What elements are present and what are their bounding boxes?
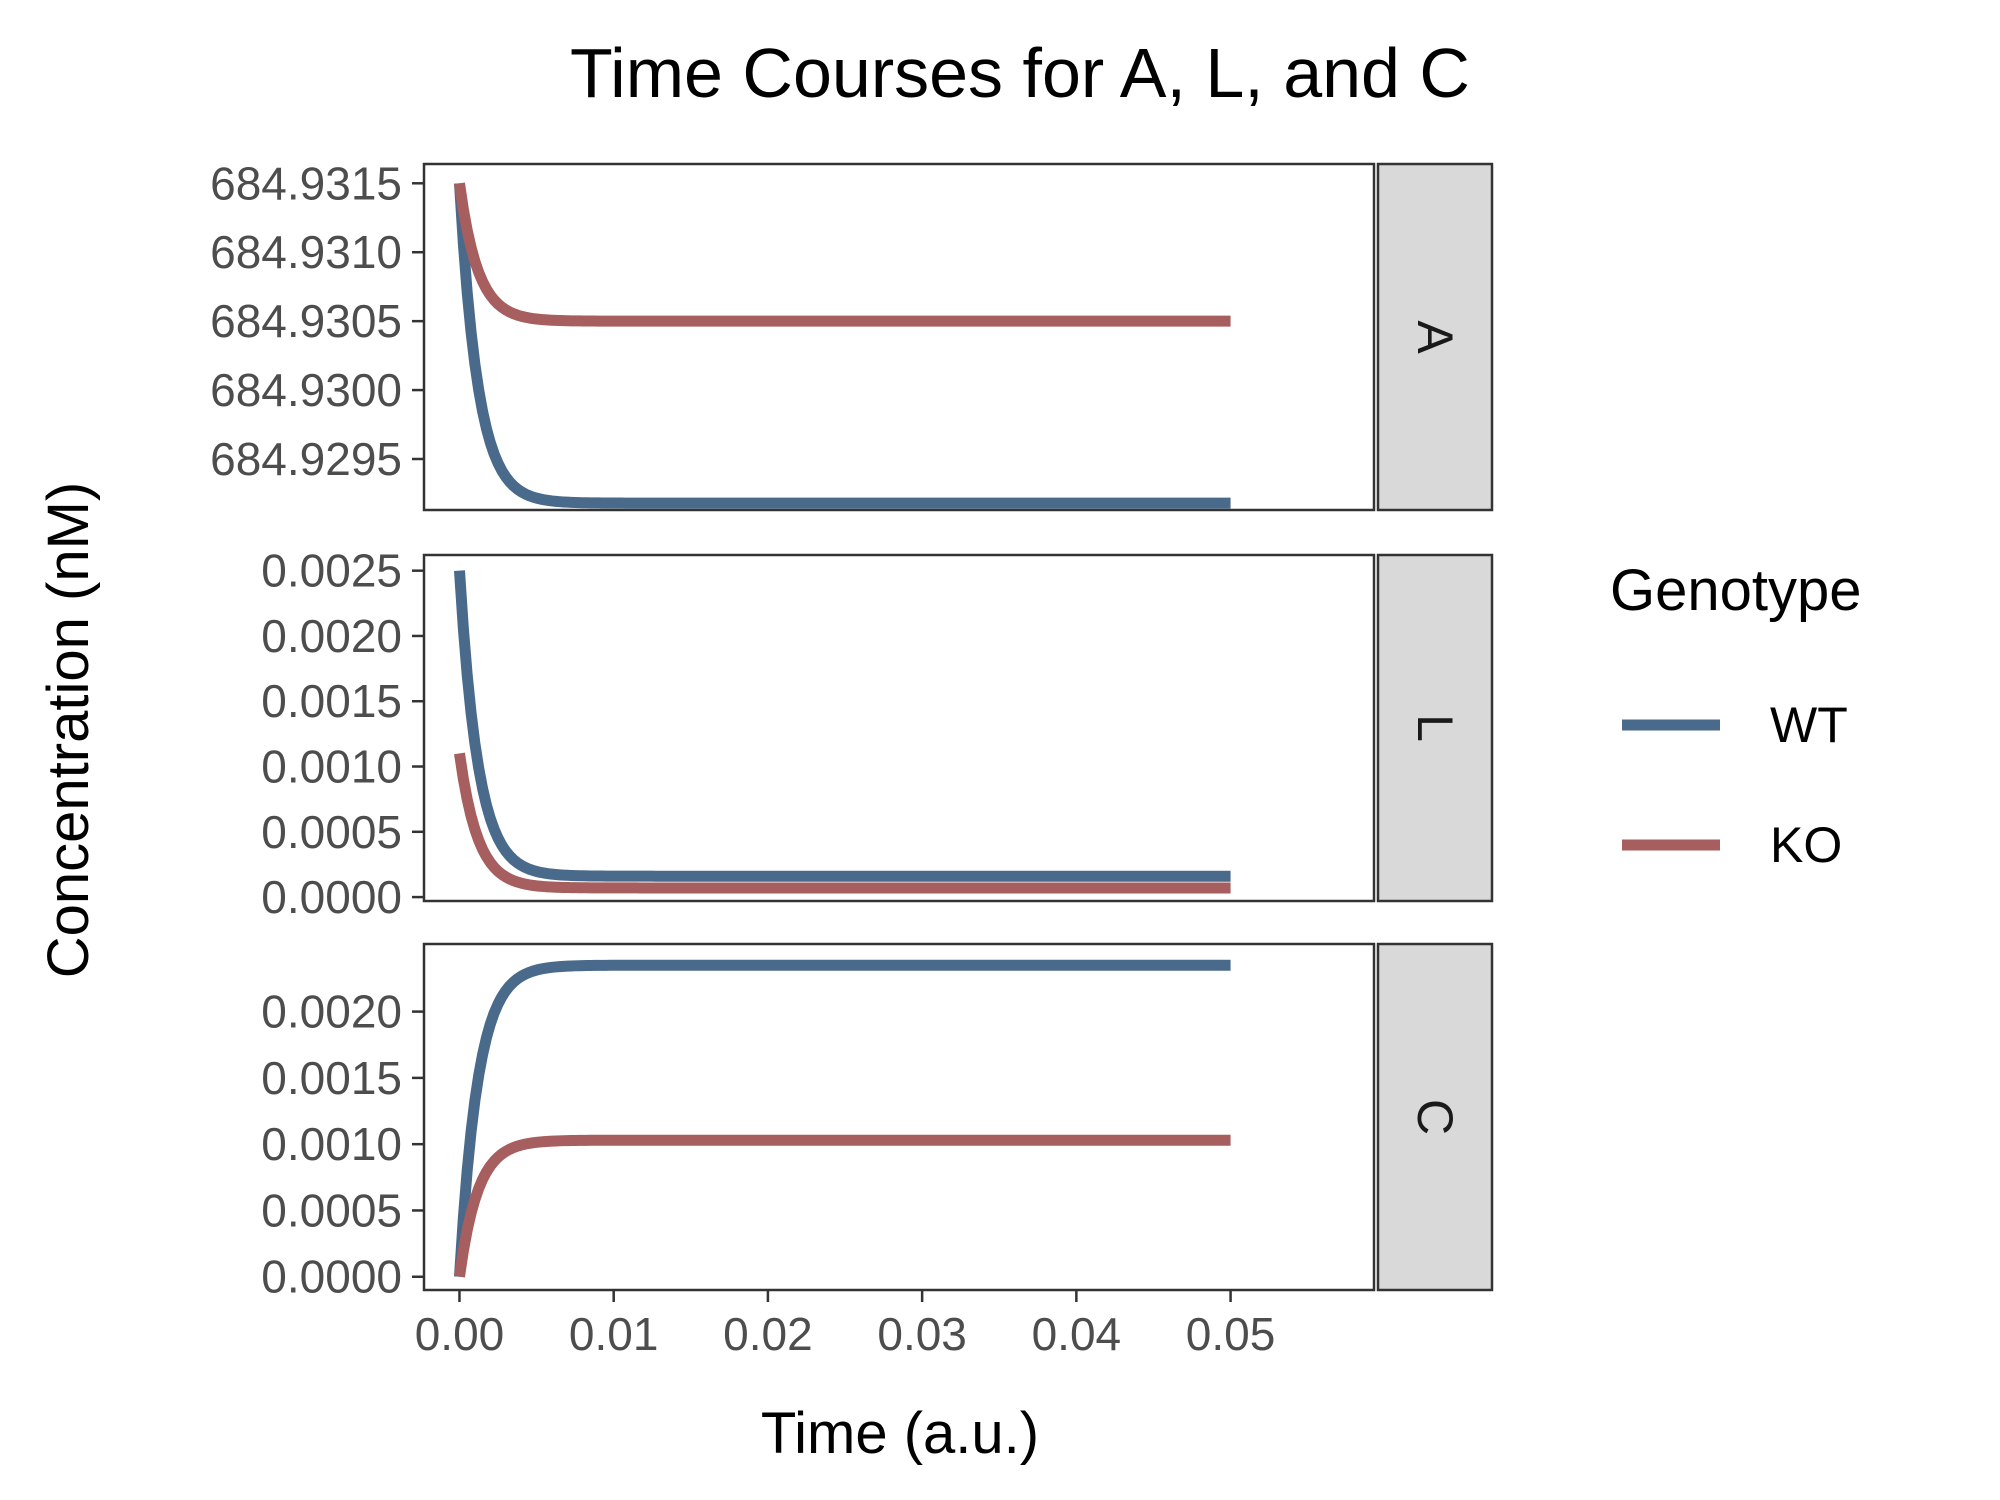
y-tick-label: 0.0000 [261, 1251, 402, 1303]
legend-entries: WT KO [1622, 697, 1848, 873]
facet-strip-label: L [1407, 714, 1463, 742]
facet-panel-c: C 0.0000 0.0005 0.0010 0.0015 0.0020 [261, 942, 1494, 1303]
y-tick-label: 0.0015 [261, 675, 402, 727]
facet-strip [1376, 553, 1494, 903]
x-tick-label: 0.00 [415, 1308, 505, 1360]
facet-strip [1376, 162, 1494, 512]
facet-panels: A 684.9295 684.9300 684.9305 684.9310 684.931… [210, 157, 1494, 1303]
y-tick-label: 684.9315 [210, 157, 402, 209]
facet-strip [1376, 942, 1494, 1292]
panel-border [422, 162, 1376, 512]
facet-strip-label: C [1407, 1099, 1463, 1135]
y-axis-label: Concentration (nM) [36, 482, 101, 978]
chart-title: Time Courses for A, L, and C [570, 34, 1470, 112]
y-tick-label: 0.0020 [261, 986, 402, 1038]
series-line-ko [454, 1134, 1233, 1278]
panel-border [422, 942, 1376, 1292]
legend: Genotype WT KO [1610, 558, 1862, 873]
y-tick-label: 0.0025 [261, 545, 402, 597]
x-tick-label: 0.03 [877, 1308, 967, 1360]
x-axis: 0.00 0.01 0.02 0.03 0.04 0.05 [415, 1290, 1276, 1360]
y-tick-label: 0.0020 [261, 610, 402, 662]
y-tick-label: 0.0000 [261, 871, 402, 923]
y-tick-label: 684.9305 [210, 295, 402, 347]
x-axis-label: Time (a.u.) [761, 1401, 1039, 1466]
y-tick-label: 684.9295 [210, 433, 402, 485]
y-tick-label: 0.0005 [261, 1184, 402, 1236]
x-tick-label: 0.02 [723, 1308, 813, 1360]
series-line-ko [454, 752, 1233, 894]
x-tick-label: 0.05 [1186, 1308, 1276, 1360]
y-tick-label: 0.0010 [261, 1118, 402, 1170]
x-tick-label: 0.01 [569, 1308, 659, 1360]
y-tick-label: 0.0005 [261, 806, 402, 858]
panel-border [422, 553, 1376, 903]
y-tick-label: 0.0010 [261, 741, 402, 793]
y-tick-label: 684.9310 [210, 226, 402, 278]
series-line-wt [453, 182, 1233, 509]
legend-label-ko: KO [1770, 817, 1842, 873]
x-tick-label: 0.04 [1032, 1308, 1122, 1360]
series-line-ko [454, 182, 1233, 327]
series-line-wt [453, 570, 1233, 882]
facet-strip-label: A [1407, 320, 1463, 354]
y-tick-label: 0.0015 [261, 1052, 402, 1104]
y-tick-label: 684.9300 [210, 364, 402, 416]
legend-label-wt: WT [1770, 697, 1848, 753]
facet-panel-l: L 0.0000 0.0005 0.0010 0.0015 0.0020 0.0025 [261, 545, 1494, 923]
series-line-wt [453, 959, 1233, 1278]
facet-panel-a: A 684.9295 684.9300 684.9305 684.9310 684.931… [210, 157, 1494, 512]
legend-title: Genotype [1610, 558, 1862, 623]
